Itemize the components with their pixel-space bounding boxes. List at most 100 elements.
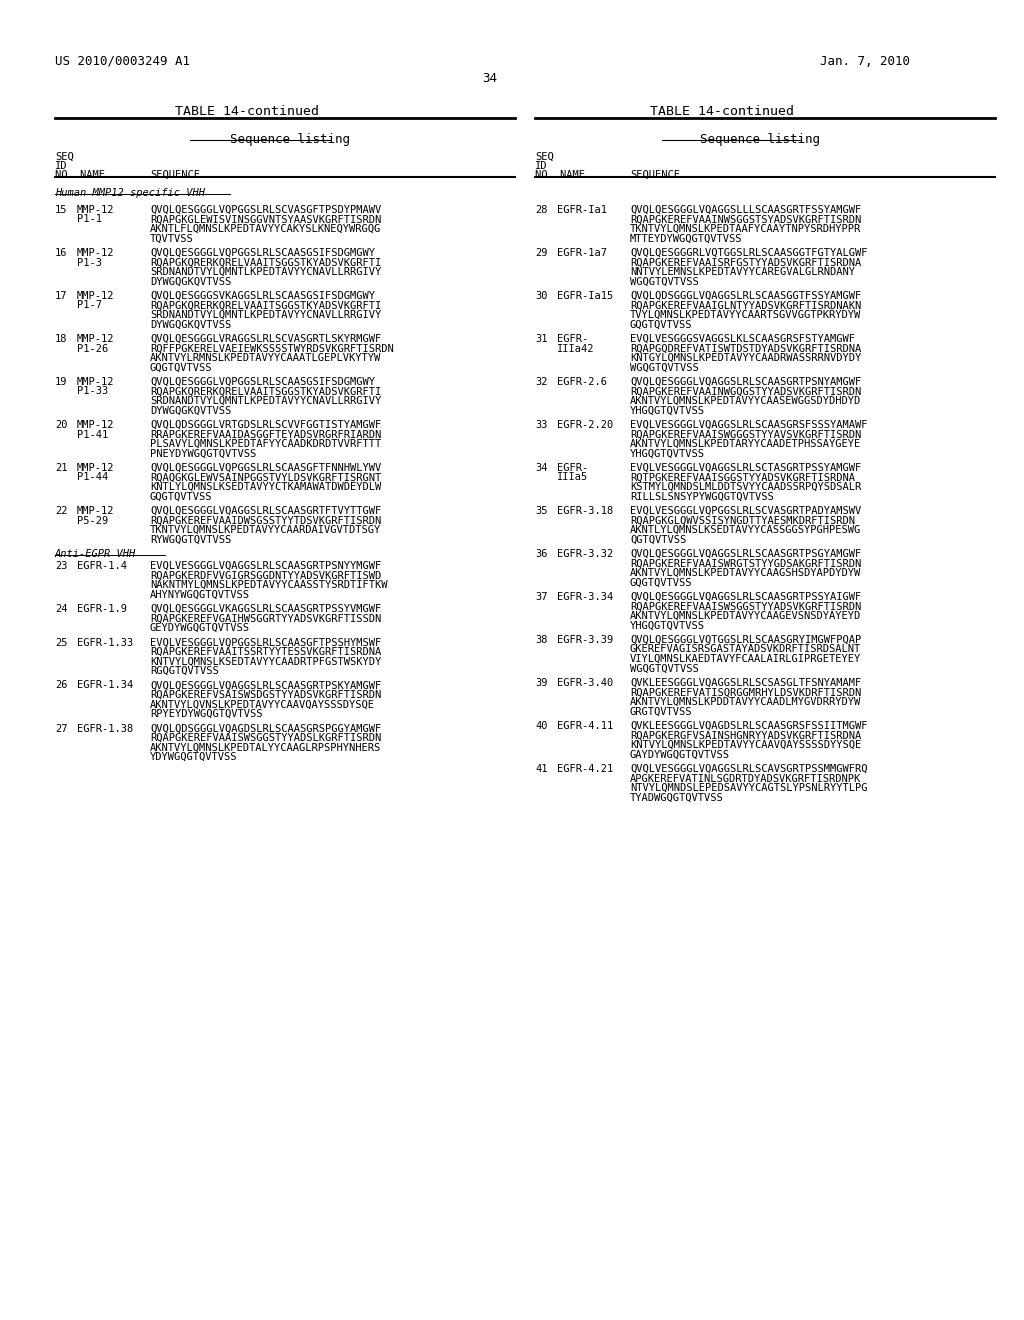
Text: 33: 33 bbox=[535, 420, 548, 430]
Text: US 2010/0003249 A1: US 2010/0003249 A1 bbox=[55, 55, 190, 69]
Text: QVQLQDSGGGLVQAGDSLRLSCAASGRSPGGYAMGWF: QVQLQDSGGGLVQAGDSLRLSCAASGRSPGGYAMGWF bbox=[150, 723, 381, 734]
Text: 34: 34 bbox=[482, 73, 498, 84]
Text: SRDNANDTVYLQMNTLKPEDTAVYYCNAVLLRRGIVY: SRDNANDTVYLQMNTLKPEDTAVYYCNAVLLRRGIVY bbox=[150, 396, 381, 407]
Text: 27: 27 bbox=[55, 723, 68, 734]
Text: QVQLQESGGGLVQPGGSLRLSCAASGSIFSDGMGWY: QVQLQESGGGLVQPGGSLRLSCAASGSIFSDGMGWY bbox=[150, 378, 375, 387]
Text: QVQLQESGGGLVQAGGSLLLSCAASGRTFSSYAMGWF: QVQLQESGGGLVQAGGSLLLSCAASGRTFSSYAMGWF bbox=[630, 205, 861, 215]
Text: RQAPGKEREFVSAISWSDGSTYYADSVKGRFTISRDN: RQAPGKEREFVSAISWSDGSTYYADSVKGRFTISRDN bbox=[150, 690, 381, 700]
Text: EGFR-1.4: EGFR-1.4 bbox=[77, 561, 127, 572]
Text: 30: 30 bbox=[535, 290, 548, 301]
Text: DYWGQGKQVTVSS: DYWGQGKQVTVSS bbox=[150, 405, 231, 416]
Text: AKNTVYLRMNSLKPEDTAVYYCAAATLGEPLVKYTYW: AKNTVYLRMNSLKPEDTAVYYCAAATLGEPLVKYTYW bbox=[150, 352, 381, 363]
Text: DYWGQGKQVTVSS: DYWGQGKQVTVSS bbox=[150, 319, 231, 330]
Text: 35: 35 bbox=[535, 506, 548, 516]
Text: YDYWGQGTQVTVSS: YDYWGQGTQVTVSS bbox=[150, 752, 238, 762]
Text: GAYDYWGQGTQVTVSS: GAYDYWGQGTQVTVSS bbox=[630, 750, 730, 759]
Text: GQGTQVTVSS: GQGTQVTVSS bbox=[150, 363, 213, 372]
Text: SRDNANDTVYLQMNTLKPEDTAVYYCNAVLLRRGIVY: SRDNANDTVYLQMNTLKPEDTAVYYCNAVLLRRGIVY bbox=[150, 267, 381, 277]
Text: QVQLQESGGGSVKAGGSLRLSCAASGSIFSDGMGWY: QVQLQESGGGSVKAGGSLRLSCAASGSIFSDGMGWY bbox=[150, 290, 375, 301]
Text: AKNTVYLQMNSLKPEDTAVYYCAAGSHSDYAPDYDYW: AKNTVYLQMNSLKPEDTAVYYCAAGSHSDYAPDYDYW bbox=[630, 568, 861, 578]
Text: 29: 29 bbox=[535, 248, 548, 257]
Text: QVQLQESGGGRLVQTGGSLRLSCAASGGTFGTYALGWF: QVQLQESGGGRLVQTGGSLRLSCAASGGTFGTYALGWF bbox=[630, 248, 867, 257]
Text: TYADWGQGTQVTVSS: TYADWGQGTQVTVSS bbox=[630, 792, 724, 803]
Text: AHYNYWGQGTQVTVSS: AHYNYWGQGTQVTVSS bbox=[150, 590, 250, 599]
Text: RQAPGKGLQWVSSISYNGDTTYAESMKDRFTISRDN: RQAPGKGLQWVSSISYNGDTTYAESMKDRFTISRDN bbox=[630, 516, 855, 525]
Text: EGFR-Ia15: EGFR-Ia15 bbox=[557, 290, 613, 301]
Text: P1-44: P1-44 bbox=[77, 473, 109, 483]
Text: KSTMYLQMNDSLMLDDTSVYYCAADSSRPQYSDSALR: KSTMYLQMNDSLMLDDTSVYYCAADSSRPQYSDSALR bbox=[630, 482, 861, 492]
Text: EGFR-: EGFR- bbox=[557, 463, 588, 473]
Text: SEQ: SEQ bbox=[535, 152, 554, 162]
Text: QVKLEESGGGLVQAGGSLRLSCSASGLTFSNYAMAMF: QVKLEESGGGLVQAGGSLRLSCSASGLTFSNYAMAMF bbox=[630, 678, 861, 688]
Text: EGFR-1a7: EGFR-1a7 bbox=[557, 248, 607, 257]
Text: GQGTQVTVSS: GQGTQVTVSS bbox=[630, 319, 692, 330]
Text: EVQLVESGGGLVQPGGSLRLSCAASGFTPSSHYMSWF: EVQLVESGGGLVQPGGSLRLSCAASGFTPSSHYMSWF bbox=[150, 638, 381, 648]
Text: MMP-12: MMP-12 bbox=[77, 506, 115, 516]
Text: QVQLQESGGGLVRAGGSLRLSCVASGRTLSKYRMGWF: QVQLQESGGGLVRAGGSLRLSCVASGRTLSKYRMGWF bbox=[150, 334, 381, 345]
Text: RQAPGKEREFVAAISWGGGSTYYAVSVKGRFTISRDN: RQAPGKEREFVAAISWGGGSTYYAVSVKGRFTISRDN bbox=[630, 429, 861, 440]
Text: EGFR-1.34: EGFR-1.34 bbox=[77, 681, 133, 690]
Text: SEQUENCE: SEQUENCE bbox=[630, 170, 680, 180]
Text: EGFR-2.20: EGFR-2.20 bbox=[557, 420, 613, 430]
Text: RQFFPGKERELVAEIEWKSSSSTWYRDSVKGRFTISRDN: RQFFPGKERELVAEIEWKSSSSTWYRDSVKGRFTISRDN bbox=[150, 343, 394, 354]
Text: 28: 28 bbox=[535, 205, 548, 215]
Text: RQAPGKEREFVAAITSSRTYYTESSVKGRFTISRDNA: RQAPGKEREFVAAITSSRTYYTESSVKGRFTISRDNA bbox=[150, 647, 381, 657]
Text: SRDNANDTVYLQMNTLKPEDTAVYYCNAVLLRRGIVY: SRDNANDTVYLQMNTLKPEDTAVYYCNAVLLRRGIVY bbox=[150, 310, 381, 319]
Text: EGFR-1.9: EGFR-1.9 bbox=[77, 605, 127, 614]
Text: 41: 41 bbox=[535, 764, 548, 774]
Text: RQAPGKEREFVAAISWRGTSTYYGDSAKGRFTISRDN: RQAPGKEREFVAAISWRGTSTYYGDSAKGRFTISRDN bbox=[630, 558, 861, 569]
Text: RQAPGKEREFVAAINWSGGSTSYADSVKGRFTISRDN: RQAPGKEREFVAAINWSGGSTSYADSVKGRFTISRDN bbox=[630, 214, 861, 224]
Text: RQAPGKQRERKQRELVAAITSGGSTKYADSVKGRFTI: RQAPGKQRERKQRELVAAITSGGSTKYADSVKGRFTI bbox=[150, 257, 381, 268]
Text: 36: 36 bbox=[535, 549, 548, 558]
Text: EGFR-3.39: EGFR-3.39 bbox=[557, 635, 613, 645]
Text: EGFR-4.21: EGFR-4.21 bbox=[557, 764, 613, 774]
Text: Sequence listing: Sequence listing bbox=[230, 133, 350, 147]
Text: IIIa5: IIIa5 bbox=[557, 473, 588, 483]
Text: 39: 39 bbox=[535, 678, 548, 688]
Text: 17: 17 bbox=[55, 290, 68, 301]
Text: PNEYDYWGQGTQVTVSS: PNEYDYWGQGTQVTVSS bbox=[150, 449, 256, 458]
Text: EVQLVESGGGLVQAGGSLRLSCTASGRTPSSYAMGWF: EVQLVESGGGLVQAGGSLRLSCTASGRTPSSYAMGWF bbox=[630, 463, 861, 473]
Text: KNTGYLQMNSLKPEDTAVYYCAADRWASSRRNVDYDY: KNTGYLQMNSLKPEDTAVYYCAADRWASSRRNVDYDY bbox=[630, 352, 861, 363]
Text: EGFR-4.11: EGFR-4.11 bbox=[557, 721, 613, 731]
Text: P1-7: P1-7 bbox=[77, 301, 102, 310]
Text: Sequence listing: Sequence listing bbox=[700, 133, 820, 147]
Text: RQAPGKEREFVAAIDWSGSSTYYTDSVKGRFTISRDN: RQAPGKEREFVAAIDWSGSSTYYTDSVKGRFTISRDN bbox=[150, 516, 381, 525]
Text: NNTVYLEMNSLKPEDTAVYYCAREGVALGLRNDANY: NNTVYLEMNSLKPEDTAVYYCAREGVALGLRNDANY bbox=[630, 267, 855, 277]
Text: 26: 26 bbox=[55, 681, 68, 690]
Text: GQGTQVTVSS: GQGTQVTVSS bbox=[630, 578, 692, 587]
Text: 25: 25 bbox=[55, 638, 68, 648]
Text: P1-1: P1-1 bbox=[77, 214, 102, 224]
Text: RRAPGKEREFVAAIDASGGFTEYADSVRGRFRIARDN: RRAPGKEREFVAAIDASGGFTEYADSVRGRFRIARDN bbox=[150, 429, 381, 440]
Text: 16: 16 bbox=[55, 248, 68, 257]
Text: AKNTLYLQMNSLKSEDTAVYYCASSGGSYPGHPESWG: AKNTLYLQMNSLKSEDTAVYYCASSGGSYPGHPESWG bbox=[630, 525, 861, 535]
Text: WGQGTQVTVSS: WGQGTQVTVSS bbox=[630, 363, 698, 372]
Text: EGFR-3.34: EGFR-3.34 bbox=[557, 591, 613, 602]
Text: RQAQGKGLEWVSAINPGGSTVYLDSVKGRFTISRGNT: RQAQGKGLEWVSAINPGGSTVYLDSVKGRFTISRGNT bbox=[150, 473, 381, 483]
Text: RQAPGKEREFVAAISRFGSTYYADSVKGRFTISRDNA: RQAPGKEREFVAAISRFGSTYYADSVKGRFTISRDNA bbox=[630, 257, 861, 268]
Text: YHGQGTQVTVSS: YHGQGTQVTVSS bbox=[630, 620, 705, 631]
Text: SEQ: SEQ bbox=[55, 152, 74, 162]
Text: YHGQGTQVTVSS: YHGQGTQVTVSS bbox=[630, 449, 705, 458]
Text: RQAPGKGLEWISVINSGGVNTSYAASVKGRFTISRDN: RQAPGKGLEWISVINSGGVNTSYAASVKGRFTISRDN bbox=[150, 214, 381, 224]
Text: VIYLQMNSLKAEDTAVYFCAALAIRLGIPRGETEYEY: VIYLQMNSLKAEDTAVYFCAALAIRLGIPRGETEYEY bbox=[630, 653, 861, 664]
Text: NO  NAME: NO NAME bbox=[55, 170, 105, 180]
Text: QVQLQESGGGLVQAGGSLRLSCAASGRTFTVYTTGWF: QVQLQESGGGLVQAGGSLRLSCAASGRTFTVYTTGWF bbox=[150, 506, 381, 516]
Text: QVQLQESGGGLVQAGGSLRLSCAASGRTPSNYAMGWF: QVQLQESGGGLVQAGGSLRLSCAASGRTPSNYAMGWF bbox=[630, 378, 861, 387]
Text: GQGTQVTVSS: GQGTQVTVSS bbox=[150, 491, 213, 502]
Text: EGFR-Ia1: EGFR-Ia1 bbox=[557, 205, 607, 215]
Text: P1-3: P1-3 bbox=[77, 257, 102, 268]
Text: NTVYLQMNDSLEPEDSAVYYCAGTSLYPSNLRYYTLPG: NTVYLQMNDSLEPEDSAVYYCAGTSLYPSNLRYYTLPG bbox=[630, 783, 867, 793]
Text: RYWGQGTQVTVSS: RYWGQGTQVTVSS bbox=[150, 535, 231, 544]
Text: RQAPGKERDFVVGIGRSGGDNTYYADSVKGRFTISWD: RQAPGKERDFVVGIGRSGGDNTYYADSVKGRFTISWD bbox=[150, 570, 381, 581]
Text: WGQGTQVTVSS: WGQGTQVTVSS bbox=[630, 276, 698, 286]
Text: WGQGTQVTVSS: WGQGTQVTVSS bbox=[630, 664, 698, 673]
Text: RQAPGKQRERKQRELVAAITSGGSTKYADSVKGRFTI: RQAPGKQRERKQRELVAAITSGGSTKYADSVKGRFTI bbox=[150, 387, 381, 396]
Text: QVQLQESGGGLVQAGGSLRLSCAASGRTPSGYAMGWF: QVQLQESGGGLVQAGGSLRLSCAASGRTPSGYAMGWF bbox=[630, 549, 861, 558]
Text: AKNTLFLQMNSLKPEDTAVYYCAKYSLKNEQYWRGQG: AKNTLFLQMNSLKPEDTAVYYCAKYSLKNEQYWRGQG bbox=[150, 224, 381, 234]
Text: NAKNTMYLQMNSLKPEDTAVYYCAASSTYSRDTIFTKW: NAKNTMYLQMNSLKPEDTAVYYCAASSTYSRDTIFTKW bbox=[150, 579, 387, 590]
Text: EGFR-3.18: EGFR-3.18 bbox=[557, 506, 613, 516]
Text: 37: 37 bbox=[535, 591, 548, 602]
Text: Anti-EGPR VHH: Anti-EGPR VHH bbox=[55, 549, 136, 558]
Text: EVQLVESGGGLVQAGGSLRLSCAASGRSFSSSYAMAWF: EVQLVESGGGLVQAGGSLRLSCAASGRSFSSSYAMAWF bbox=[630, 420, 867, 430]
